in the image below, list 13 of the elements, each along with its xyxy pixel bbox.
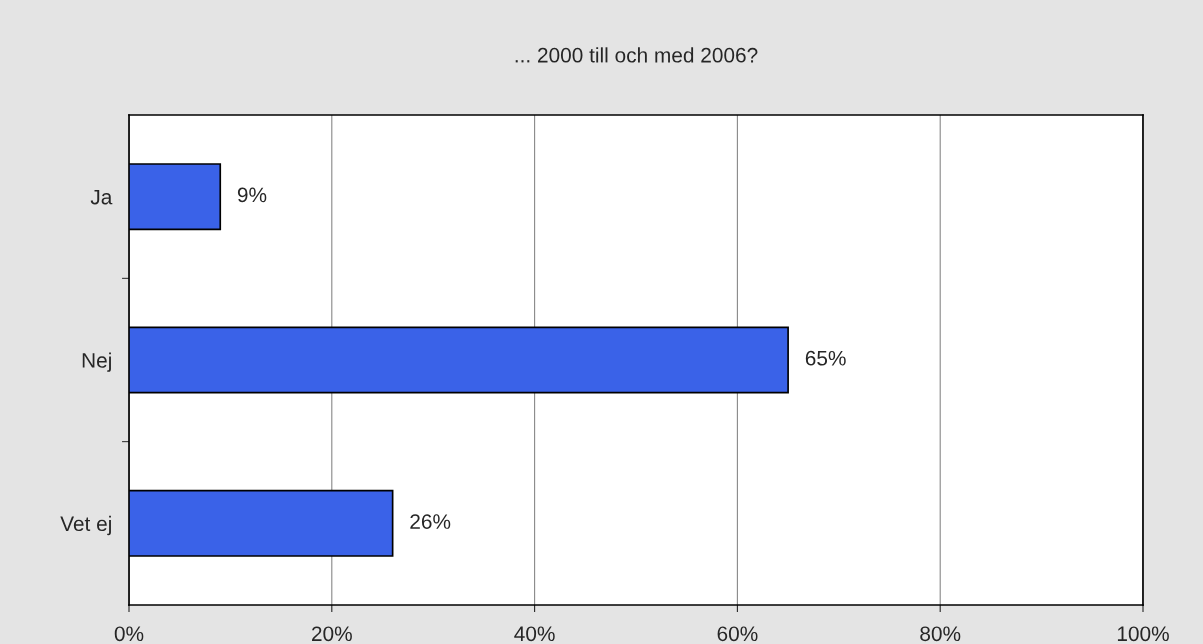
y-tick-label: Ja (90, 189, 113, 205)
x-tick-label: 0% (114, 626, 144, 642)
y-tick-label: Nej (82, 352, 111, 372)
x-tick-label: 100% (1117, 626, 1169, 642)
y-tick-label: Vet ej (60, 515, 111, 536)
x-tick-label: 80% (920, 626, 961, 642)
data-label: 9% (237, 187, 267, 203)
x-tick-label: 60% (717, 626, 758, 642)
data-label: 26% (410, 514, 451, 529)
x-tick-label: 40% (514, 626, 555, 642)
chart-title: ... 2000 till och med 2006? (515, 47, 758, 63)
data-label: 65% (805, 350, 846, 366)
x-tick-label: 20% (312, 626, 352, 642)
